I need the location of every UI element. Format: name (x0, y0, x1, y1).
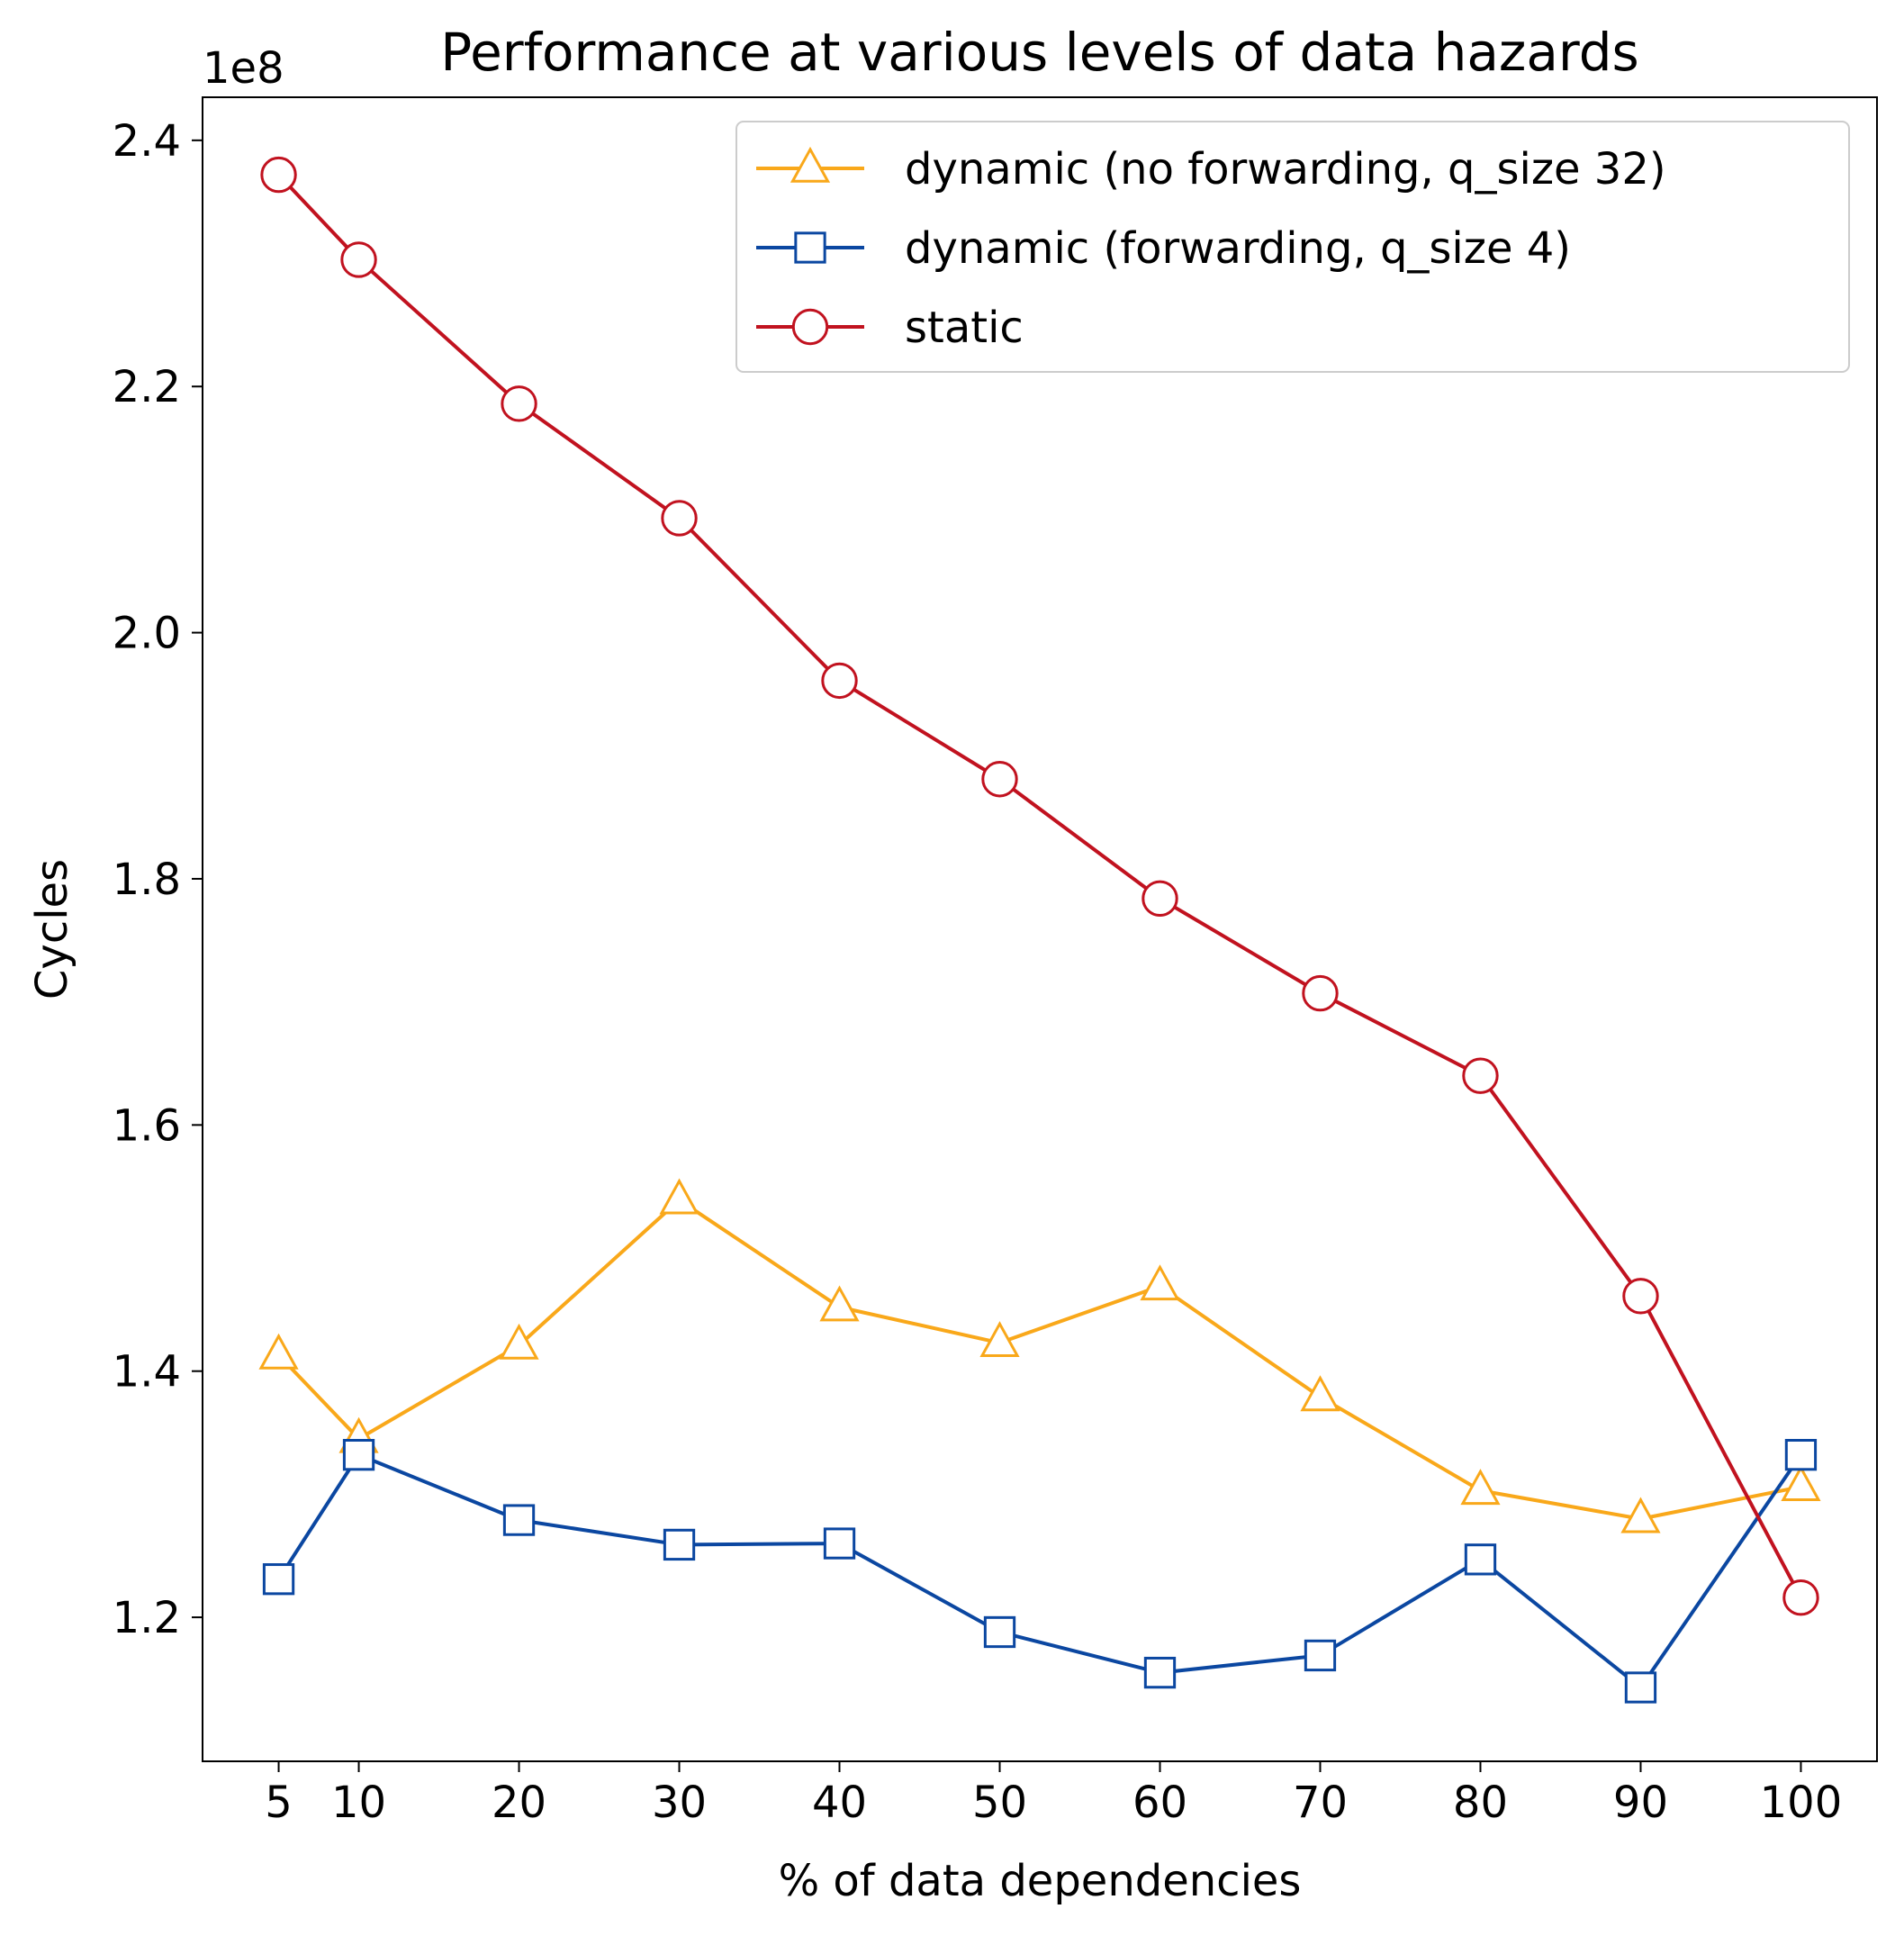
square-marker (663, 1528, 696, 1561)
square-marker (1624, 1671, 1657, 1704)
y-tick-label: 1.2 (113, 1593, 181, 1643)
circle-marker (501, 385, 537, 422)
triangle-marker (1140, 1264, 1180, 1301)
circle-marker (1462, 1057, 1499, 1094)
square-marker (1784, 1439, 1818, 1471)
x-tick-label: 80 (1453, 1778, 1508, 1828)
legend-label: dynamic (no forwarding, q_size 32) (905, 144, 1666, 195)
square-marker (823, 1527, 856, 1560)
y-tick-label: 2.2 (113, 362, 181, 412)
circle-marker (981, 761, 1018, 798)
x-tick-label: 70 (1293, 1778, 1348, 1828)
square-marker (1304, 1639, 1337, 1672)
legend-label: dynamic (forwarding, q_size 4) (905, 223, 1571, 274)
square-marker (342, 1439, 375, 1471)
triangle-marker (258, 1333, 299, 1370)
y-tick-label: 2.4 (113, 116, 181, 167)
triangle-marker (979, 1321, 1020, 1358)
triangle-marker (790, 146, 831, 183)
circle-marker (1141, 880, 1178, 918)
square-marker (1464, 1543, 1497, 1576)
triangle-marker (1460, 1469, 1501, 1506)
x-tick-label: 50 (972, 1778, 1027, 1828)
chart-title: Performance at various levels of data ha… (440, 22, 1639, 83)
y-tick-label: 1.8 (113, 855, 181, 905)
y-axis-ticks: 1.2 1.4 1.6 1.8 2.0 2.2 2.4 (113, 116, 203, 1643)
legend-entry: dynamic (forwarding, q_size 4) (756, 223, 1571, 274)
series-circle (260, 156, 1819, 1616)
square-marker (1143, 1656, 1177, 1689)
square-marker (983, 1615, 1016, 1649)
circle-marker (661, 500, 698, 537)
y-offset-label: 1e8 (203, 43, 284, 94)
x-axis-label: % of data dependencies (779, 1856, 1302, 1906)
plot-frame (202, 96, 1878, 1762)
legend-entry: static (756, 303, 1024, 353)
circle-marker (260, 156, 297, 194)
triangle-marker (819, 1285, 860, 1322)
data-series (258, 156, 1821, 1704)
x-tick-label: 10 (331, 1778, 386, 1828)
x-tick-label: 20 (492, 1778, 546, 1828)
circle-marker (791, 308, 829, 346)
x-tick-label: 60 (1132, 1778, 1187, 1828)
square-marker (262, 1563, 295, 1596)
x-tick-label: 30 (652, 1778, 707, 1828)
x-tick-label: 5 (265, 1778, 293, 1828)
legend-box (735, 121, 1850, 373)
triangle-marker (1781, 1465, 1821, 1501)
circle-marker (1622, 1278, 1659, 1315)
circle-marker (1782, 1579, 1819, 1616)
circle-marker (1302, 974, 1339, 1012)
legend-entry: dynamic (no forwarding, q_size 32) (756, 144, 1666, 195)
x-axis-ticks: 5 10 20 30 40 50 60 70 80 90 100 (265, 1761, 1842, 1828)
y-axis-label: Cycles (27, 859, 77, 1000)
triangle-marker (1300, 1375, 1340, 1412)
y-tick-label: 1.6 (113, 1100, 181, 1151)
circle-marker (340, 241, 377, 278)
series-triangle (258, 1178, 1821, 1533)
legend: dynamic (no forwarding, q_size 32) dynami… (735, 121, 1850, 373)
series-square (262, 1439, 1818, 1704)
x-tick-label: 40 (812, 1778, 867, 1828)
y-tick-label: 1.4 (113, 1347, 181, 1398)
triangle-marker (499, 1323, 539, 1360)
x-tick-label: 100 (1760, 1778, 1843, 1828)
triangle-marker (1620, 1497, 1661, 1533)
legend-label: static (905, 303, 1024, 353)
circle-marker (821, 662, 858, 700)
square-marker (502, 1504, 536, 1536)
square-marker (794, 231, 826, 264)
triangle-marker (659, 1178, 699, 1215)
y-tick-label: 2.0 (113, 609, 181, 659)
x-tick-label: 90 (1613, 1778, 1668, 1828)
